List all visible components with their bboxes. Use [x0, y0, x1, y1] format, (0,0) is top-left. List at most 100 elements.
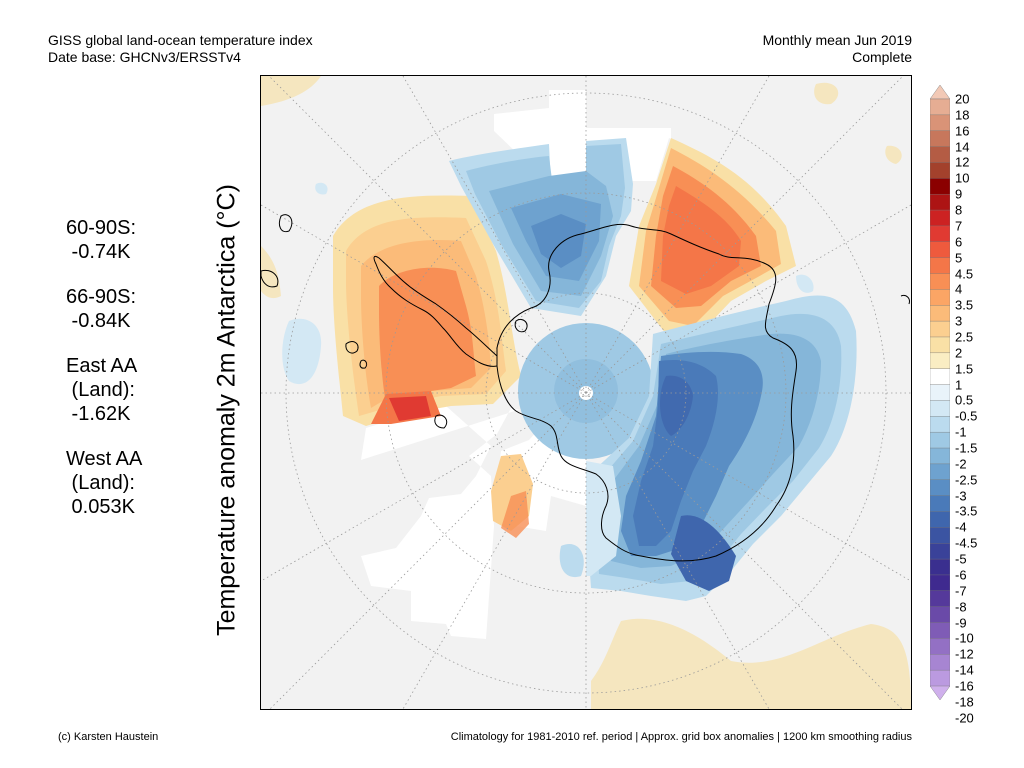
- colorbar-tick-label: -1: [955, 424, 967, 440]
- period-label: Monthly mean Jun 2019: [762, 32, 912, 48]
- status-label: Complete: [852, 49, 912, 65]
- stat-line: -1.62K: [66, 403, 131, 425]
- colorbar-swatch: [930, 114, 950, 132]
- header-left: GISS global land-ocean temperature index…: [48, 32, 313, 66]
- colorbar-swatch: [930, 352, 950, 370]
- colorbar-swatch: [930, 495, 950, 513]
- colorbar-tick-label: 6: [955, 234, 963, 250]
- colorbar-swatch: [930, 273, 950, 291]
- colorbar-swatch: [930, 368, 950, 386]
- colorbar-tick-label: 20: [955, 91, 970, 107]
- colorbar-swatch: [930, 146, 950, 164]
- colorbar-tick-label: -6: [955, 567, 967, 583]
- stat-line: East AA: [66, 355, 138, 377]
- stat-east-aa: East AA (Land): -1.62K: [66, 354, 142, 426]
- colorbar-tick-label: 2: [955, 345, 963, 361]
- colorbar-tick-label: 5: [955, 250, 963, 266]
- stat-line: (Land):: [66, 472, 135, 494]
- colorbar-tick-label: 12: [955, 154, 970, 170]
- data-source: Date base: GHCNv3/ERSSTv4: [48, 49, 241, 65]
- colorbar-tick-label: 3: [955, 313, 963, 329]
- map-title: GISS global land-ocean temperature index: [48, 32, 313, 48]
- map-canvas: [261, 76, 911, 709]
- stat-line: (Land):: [66, 379, 135, 401]
- colorbar-tick-label: 7: [955, 218, 963, 234]
- colorbar-tick-label: -14: [955, 662, 974, 678]
- colorbar-tick-label: -0.5: [955, 408, 978, 424]
- stat-line: 60-90S:: [66, 217, 137, 239]
- colorbar-tick-label: -3: [955, 488, 967, 504]
- colorbar-swatch: [930, 416, 950, 433]
- colorbar-tick-label: 4: [955, 281, 963, 297]
- colorbar-swatch: [930, 479, 950, 497]
- colorbar-swatch: [930, 320, 950, 338]
- colorbar-swatch: [930, 130, 950, 148]
- colorbar-tick-label: -4.5: [955, 535, 978, 551]
- colorbar-tick-label: 9: [955, 186, 963, 202]
- colorbar: [930, 85, 950, 700]
- colorbar-swatch: [930, 511, 950, 529]
- colorbar-tick-label: -16: [955, 678, 974, 694]
- colorbar-swatch: [930, 638, 950, 655]
- land-nodata-patches: [261, 76, 911, 709]
- colorbar-tick-label: -7: [955, 583, 967, 599]
- colorbar-swatch: [930, 305, 950, 322]
- colorbar-tick-label: -12: [955, 646, 974, 662]
- colorbar-tick-label: 1: [955, 377, 963, 393]
- colorbar-swatch: [930, 669, 950, 687]
- colorbar-tick-label: -1.5: [955, 440, 978, 456]
- colorbar-tick-label: 14: [955, 139, 970, 155]
- stat-line: -0.74K: [66, 241, 131, 263]
- colorbar-tick-label: -20: [955, 710, 974, 726]
- colorbar-tick-label: -9: [955, 615, 967, 631]
- colorbar-swatch: [930, 178, 950, 195]
- colorbar-swatch: [930, 384, 950, 402]
- stat-line: -0.84K: [66, 310, 131, 332]
- colorbar-labels: 20 18 16 14 12 10 9 8 7 6 5 4.5 4 3.5 3 2.5 2 1.5 1 0.5 -0.5…: [955, 0, 1015, 768]
- antarctica-coast: [496, 223, 798, 562]
- colorbar-swatch: [930, 574, 950, 592]
- colorbar-swatch: [930, 98, 950, 116]
- colorbar-swatch: [930, 257, 950, 275]
- colorbar-swatch: [930, 336, 950, 354]
- peninsula-coast: [373, 255, 498, 367]
- stat-west-aa: West AA (Land): 0.053K: [66, 447, 142, 519]
- colorbar-swatch: [930, 209, 950, 227]
- colorbar-tick-label: 2.5: [955, 329, 974, 345]
- colorbar-tick-label: -18: [955, 694, 974, 710]
- colorbar-swatch: [930, 85, 950, 100]
- colorbar-tick-label: 1.5: [955, 361, 974, 377]
- colorbar-swatch: [930, 431, 950, 449]
- coastlines: [261, 214, 910, 562]
- colorbar-tick-label: -2.5: [955, 472, 978, 488]
- colorbar-tick-label: -4: [955, 519, 967, 535]
- anomaly-fields: [282, 138, 857, 601]
- stat-line: 0.053K: [66, 496, 135, 518]
- colorbar-tick-label: -5: [955, 551, 967, 567]
- colorbar-tick-label: 8: [955, 202, 963, 218]
- y-axis-label: Temperature anomaly 2m Antarctica (°C): [212, 184, 241, 636]
- colorbar-swatch: [930, 558, 950, 576]
- antarctica-anomaly-map: [260, 75, 912, 710]
- colorbar-swatch: [930, 622, 950, 640]
- colorbar-tick-label: -8: [955, 599, 967, 615]
- colorbar-swatch: [930, 543, 950, 560]
- colorbar-swatch: [930, 193, 950, 211]
- colorbar-swatch: [930, 162, 950, 180]
- colorbar-tick-label: 16: [955, 123, 970, 139]
- regional-stats: 60-90S: -0.74K 66-90S: -0.84K East AA (L…: [66, 216, 142, 540]
- graticule: [261, 76, 911, 709]
- colorbar-tick-label: -10: [955, 630, 974, 646]
- colorbar-swatch: [930, 289, 950, 306]
- colorbar-swatch: [930, 447, 950, 465]
- colorbar-swatch: [930, 463, 950, 481]
- colorbar-tick-label: 4.5: [955, 266, 974, 281]
- colorbar-swatch: [930, 527, 950, 544]
- credit: (c) Karsten Haustein: [58, 731, 159, 743]
- colorbar-tick-label: 0.5: [955, 392, 974, 408]
- header-right: Monthly mean Jun 2019 Complete: [763, 32, 912, 66]
- colorbar-tick-label: -2: [955, 456, 967, 472]
- colorbar-swatch: [930, 606, 950, 624]
- colorbar-swatch: [930, 685, 950, 700]
- colorbar-swatch: [930, 241, 950, 259]
